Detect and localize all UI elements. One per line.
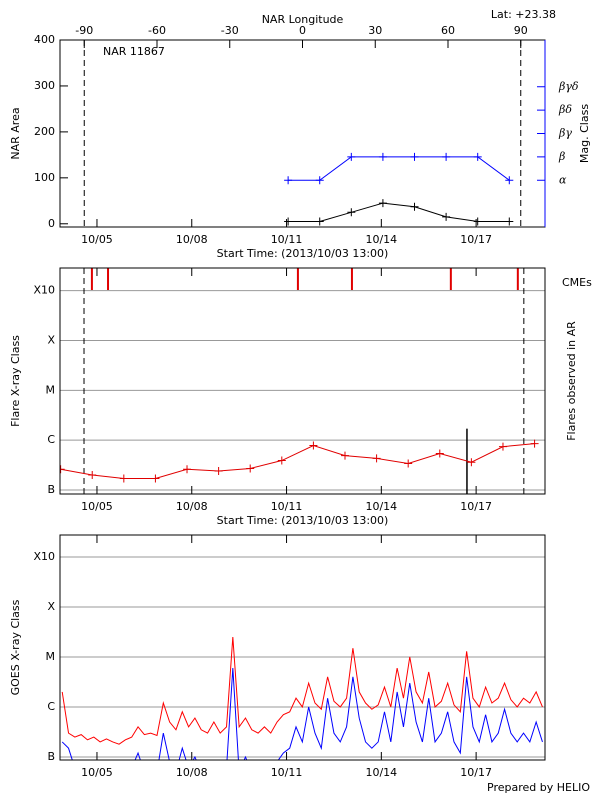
marker xyxy=(435,449,444,458)
marker xyxy=(442,212,451,221)
marker xyxy=(60,465,65,474)
y-tick-label: X xyxy=(47,333,55,346)
y-tick-label: C xyxy=(47,700,55,713)
y-tick-label: C xyxy=(47,433,55,446)
x-tick-label: 10/05 xyxy=(81,500,113,513)
marker xyxy=(277,456,286,465)
annotation: Lat: +23.38 xyxy=(491,8,556,21)
x-tick-label: 10/17 xyxy=(460,766,492,779)
marker xyxy=(340,451,349,460)
plot-frame xyxy=(59,534,546,761)
marker xyxy=(378,199,387,208)
x-tick-label: 10/14 xyxy=(365,766,397,779)
x-tick-label: 10/11 xyxy=(271,500,303,513)
y2-tick-label: α xyxy=(559,173,567,186)
y-axis-title: GOES X-ray Class xyxy=(9,599,22,695)
x-tick-label: 10/08 xyxy=(176,500,208,513)
x-tick-label: 10/14 xyxy=(365,500,397,513)
y-tick-label: 200 xyxy=(34,125,55,138)
y-tick-label: 0 xyxy=(48,217,55,230)
marker xyxy=(473,217,482,226)
x-tick-label: 10/17 xyxy=(460,500,492,513)
y2-axis-title: Flares observed in AR xyxy=(565,321,578,441)
marker xyxy=(88,470,97,479)
x-tick-label: 10/17 xyxy=(460,233,492,246)
marker xyxy=(505,217,514,226)
x-tick-label: 10/11 xyxy=(271,766,303,779)
y-tick-label: 300 xyxy=(34,79,55,92)
y-tick-label: B xyxy=(47,750,55,763)
y-tick-label: X10 xyxy=(33,550,55,563)
footer: Prepared by HELIO xyxy=(487,781,590,794)
y-tick-label: M xyxy=(46,650,56,663)
marker xyxy=(151,474,160,483)
x-axis-title: Start Time: (2013/10/03 13:00) xyxy=(217,514,389,527)
y2-tick-label: βγδ xyxy=(558,80,579,93)
y-tick-label: 400 xyxy=(34,33,55,46)
series-line xyxy=(288,156,510,181)
marker xyxy=(505,176,514,185)
x2-tick-label: 30 xyxy=(368,24,382,37)
marker xyxy=(309,441,318,450)
y2-tick-label: βδ xyxy=(558,103,572,116)
cme-label: CMEs xyxy=(562,276,592,289)
chart-title: NAR 11867 xyxy=(103,45,165,58)
series-line xyxy=(61,637,543,745)
y2-tick-label: β xyxy=(558,150,565,163)
x2-tick-label: -90 xyxy=(75,24,93,37)
x-axis-title: Start Time: (2013/10/03 13:00) xyxy=(217,247,389,260)
marker xyxy=(467,458,476,467)
series-line xyxy=(61,668,543,760)
marker xyxy=(404,459,413,468)
x-tick-label: 10/05 xyxy=(81,233,113,246)
marker xyxy=(284,176,293,185)
marker xyxy=(246,464,255,473)
x-tick-label: 10/14 xyxy=(365,233,397,246)
x-tick-label: 10/05 xyxy=(81,766,113,779)
y-tick-label: X10 xyxy=(33,284,55,297)
marker xyxy=(183,465,192,474)
marker xyxy=(347,208,356,217)
x2-tick-label: -30 xyxy=(221,24,239,37)
marker xyxy=(315,217,324,226)
marker xyxy=(498,442,507,451)
marker xyxy=(372,454,381,463)
plot-frame xyxy=(59,267,546,495)
y-tick-label: 100 xyxy=(34,171,55,184)
y2-axis-title: Mag. Class xyxy=(578,104,591,163)
marker xyxy=(442,152,451,161)
series-line xyxy=(288,202,510,222)
y2-tick-label: βγ xyxy=(558,127,572,140)
x2-tick-label: -60 xyxy=(148,24,166,37)
x-tick-label: 10/08 xyxy=(176,766,208,779)
marker xyxy=(315,176,324,185)
marker xyxy=(119,474,128,483)
marker xyxy=(410,152,419,161)
series-line xyxy=(60,443,535,479)
marker xyxy=(214,467,223,476)
x2-axis-title: NAR Longitude xyxy=(262,13,344,26)
y-tick-label: X xyxy=(47,600,55,613)
marker xyxy=(530,439,539,448)
y-axis-title: NAR Area xyxy=(9,107,22,159)
x-tick-label: 10/08 xyxy=(176,233,208,246)
x2-tick-label: 60 xyxy=(441,24,455,37)
marker xyxy=(410,202,419,211)
marker xyxy=(284,217,293,226)
x2-tick-label: 0 xyxy=(299,24,306,37)
y-tick-label: B xyxy=(47,483,55,496)
marker xyxy=(378,152,387,161)
x-tick-label: 10/11 xyxy=(271,233,303,246)
marker xyxy=(347,152,356,161)
y-tick-label: M xyxy=(46,383,56,396)
y-axis-title: Flare X-ray Class xyxy=(9,335,22,427)
marker xyxy=(473,152,482,161)
x2-tick-label: 90 xyxy=(514,24,528,37)
